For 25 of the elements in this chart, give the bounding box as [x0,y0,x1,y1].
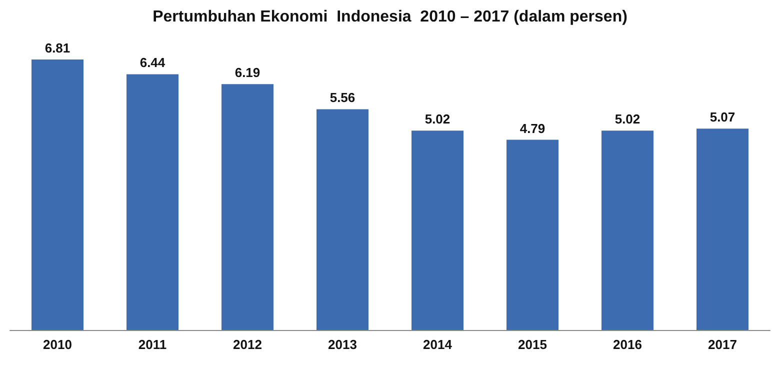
data-label: 6.81 [44,40,70,56]
bar [32,60,84,330]
bar [222,84,274,330]
data-label: 5.07 [710,110,736,125]
chart-title: Pertumbuhan Ekonomi Indonesia 2010 – 2017 (dalam persen) [152,8,628,26]
bar [696,128,748,330]
x-tick-label: 2016 [613,337,642,352]
bar [126,74,178,330]
data-label: 6.44 [140,55,166,70]
x-tick-label: 2010 [43,337,72,352]
data-label: 5.02 [614,112,640,127]
x-tick-label: 2017 [708,337,737,352]
data-label: 4.79 [520,120,546,136]
x-tick-label: 2013 [328,337,357,352]
bar [316,109,368,330]
data-label: 6.19 [234,65,260,80]
x-tick-label: 2011 [138,337,167,352]
x-tick-label: 2014 [423,337,453,352]
x-tick-label: 2015 [518,337,547,352]
data-label: 5.02 [424,112,450,127]
bar [412,130,464,330]
x-tick-label: 2012 [233,337,262,352]
data-label: 5.56 [330,90,356,106]
bar [506,140,558,330]
bar [602,130,654,330]
